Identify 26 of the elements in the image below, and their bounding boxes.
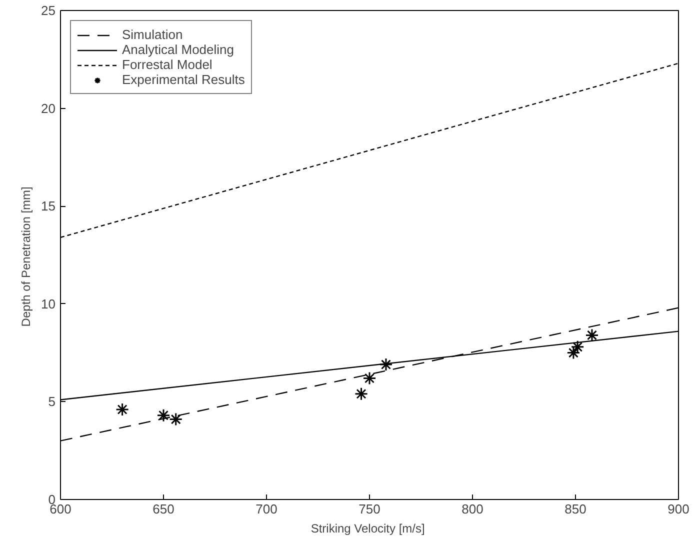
x-tick-label: 850: [564, 502, 586, 516]
point: [156, 408, 170, 422]
point: [116, 402, 130, 416]
point: [566, 346, 580, 360]
x-tick-label: 750: [358, 502, 380, 516]
y-tick-label: 20: [41, 100, 56, 116]
point: [379, 358, 393, 372]
y-tick-label: 15: [41, 198, 56, 214]
point: [354, 387, 368, 401]
legend-label: Experimental Results: [122, 72, 245, 87]
x-tick-label: 800: [462, 502, 484, 516]
x-tick-label: 900: [668, 502, 690, 516]
x-tick-label: 650: [152, 502, 174, 516]
y-tick-label: 10: [41, 296, 56, 312]
legend-label: Simulation: [122, 27, 183, 42]
y-tick-label: 5: [48, 394, 56, 410]
point: [362, 371, 376, 385]
point: [570, 340, 584, 354]
point: [169, 412, 183, 426]
y-axis-title: Depth of Penetration [mm]: [19, 186, 34, 327]
legend-label: Analytical Modeling: [122, 42, 234, 57]
y-tick-label: 25: [41, 3, 56, 18]
point: [585, 328, 599, 342]
legend-label: Forrestal Model: [122, 57, 212, 72]
x-axis-title: Striking Velocity [m/s]: [310, 522, 425, 536]
x-tick-label: 700: [256, 502, 278, 516]
